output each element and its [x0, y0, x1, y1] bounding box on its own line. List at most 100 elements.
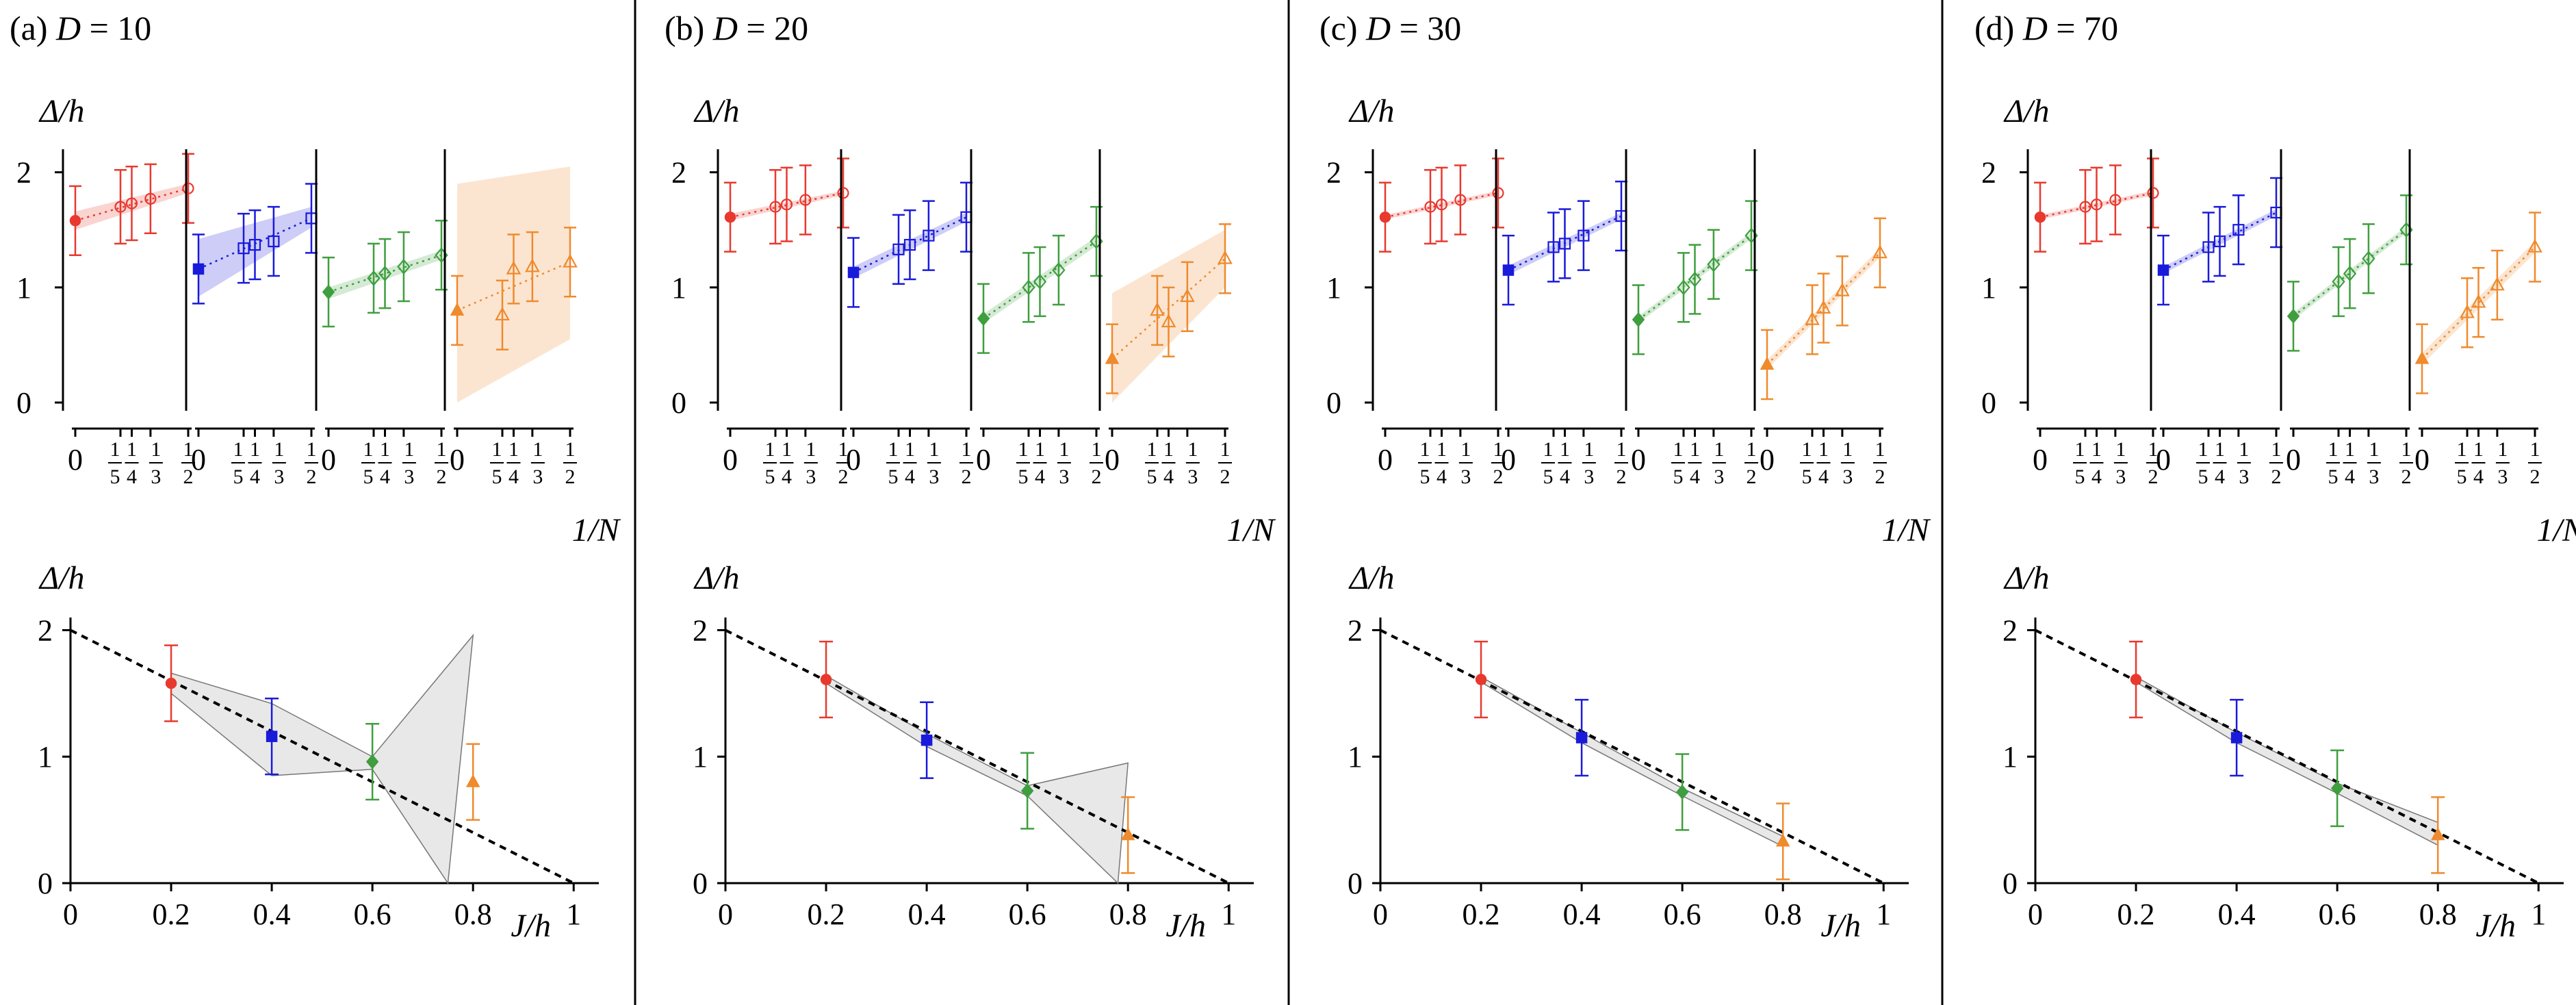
bottom-xtick-label: 0.6 — [1009, 898, 1046, 931]
extrapolated-marker — [1502, 264, 1515, 276]
extrapolated-marker — [2414, 351, 2430, 364]
top-xtick-label: 0 — [2033, 443, 2048, 476]
data-marker — [2343, 266, 2357, 282]
bottom-ytick-label: 0 — [38, 867, 53, 900]
top-xtick-numerator: 1 — [1059, 438, 1069, 461]
bottom-xtick-label: 0.8 — [2419, 898, 2457, 931]
top-xtick-numerator: 1 — [1818, 438, 1829, 461]
bottom-xtick-label: 0.6 — [354, 898, 391, 931]
top-xtick-denominator: 2 — [1875, 466, 1885, 488]
top-xtick-denominator: 2 — [183, 466, 194, 488]
extrapolated-marker — [847, 266, 860, 279]
top-xtick-numerator: 1 — [2115, 438, 2126, 461]
top-xtick-numerator: 1 — [2473, 438, 2484, 461]
data-marker — [2460, 304, 2475, 318]
top-xtick-denominator: 4 — [2091, 466, 2102, 488]
top-xtick-label: 0 — [723, 443, 738, 476]
data-marker — [525, 258, 540, 272]
data-marker — [837, 187, 849, 199]
data-marker — [1547, 241, 1560, 253]
top-xtick-numerator: 1 — [2215, 438, 2225, 461]
extrapolated-marker — [2287, 308, 2300, 324]
data-marker — [2332, 273, 2345, 290]
panel-d: (d) D = 70Δ/h0121/N015141312015141312015… — [1974, 9, 2576, 944]
data-marker — [397, 259, 411, 275]
data-marker — [1805, 311, 1820, 325]
top-xtick-denominator: 4 — [905, 466, 915, 488]
panel-title-value: = 30 — [1391, 9, 1461, 47]
data-marker — [506, 260, 521, 275]
top-xtick-numerator: 1 — [1493, 438, 1504, 461]
data-marker — [1872, 244, 1888, 259]
top-xtick-denominator: 4 — [782, 466, 792, 488]
top-xtick-denominator: 3 — [151, 466, 161, 488]
fit-line — [1766, 252, 1881, 366]
gap-marker — [465, 774, 480, 787]
data-marker — [2490, 277, 2505, 291]
top-xtick-denominator: 4 — [1690, 466, 1700, 488]
top-xtick-denominator: 5 — [765, 466, 775, 488]
gap-marker — [266, 730, 278, 742]
top-xtick-denominator: 3 — [2239, 466, 2249, 488]
data-marker — [1707, 256, 1721, 272]
data-marker — [248, 238, 261, 251]
top-xtick-numerator: 1 — [2239, 438, 2249, 461]
gap-marker — [1020, 783, 1034, 799]
data-marker — [1424, 201, 1437, 213]
bottom-xtick-label: 0 — [718, 898, 733, 931]
top-xtick-denominator: 5 — [233, 466, 244, 488]
data-marker — [1816, 300, 1831, 314]
top-xtick-denominator: 5 — [2328, 466, 2339, 488]
bottom-band — [825, 674, 1129, 885]
top-xtick-label: 0 — [321, 443, 336, 476]
top-xtick-numerator: 1 — [929, 438, 939, 461]
bottom-xtick-label: 1 — [1876, 898, 1891, 931]
panel-title-prefix: (b) — [665, 9, 713, 47]
bottom-xtick-label: 0 — [2028, 898, 2043, 931]
top-xtick-numerator: 1 — [1802, 438, 1812, 461]
bottom-xtick-label: 0.8 — [1764, 898, 1802, 931]
top-xtick-denominator: 3 — [1059, 466, 1069, 488]
top-xtick-numerator: 1 — [2497, 438, 2508, 461]
top-xtick-numerator: 1 — [765, 438, 775, 461]
top-xtick-denominator: 3 — [929, 466, 939, 488]
data-marker — [1688, 271, 1702, 288]
gap-marker — [1675, 785, 1689, 800]
top-xtick-denominator: 4 — [1035, 466, 1045, 488]
gap-marker — [1475, 674, 1487, 685]
panel-title: (c) D = 30 — [1319, 9, 1461, 47]
bottom-plot: Δ/h 0 1 2 0 0.2 0.4 0.6 0.8 1 J/h — [2002, 560, 2564, 944]
data-marker — [268, 235, 280, 248]
top-xtick-label: 0 — [1760, 443, 1775, 476]
top-xtick-numerator: 1 — [2271, 438, 2282, 461]
extrapolated-marker — [69, 215, 81, 227]
top-xtick-denominator: 5 — [2457, 466, 2467, 488]
data-marker — [2213, 235, 2226, 248]
bottom-ytick-label: 2 — [693, 613, 708, 647]
bottom-xtick-label: 0.4 — [908, 898, 946, 931]
bottom-xtick-label: 0.2 — [2117, 898, 2155, 931]
bottom-plot: Δ/h 0 1 2 0 0.2 0.4 0.6 0.8 1 J/h — [693, 560, 1254, 944]
panel-title-prefix: (a) — [10, 9, 56, 47]
top-xtick-numerator: 1 — [1690, 438, 1700, 461]
top-xtick-denominator: 4 — [380, 466, 390, 488]
extrapolated-marker — [1105, 351, 1120, 364]
top-xtick-denominator: 5 — [1802, 466, 1812, 488]
bottom-ytick-label: 2 — [2002, 613, 2018, 647]
top-xtick-numerator: 1 — [492, 438, 502, 461]
fit-line — [2421, 246, 2536, 359]
bottom-xtick-label: 1 — [566, 898, 581, 931]
gap-marker — [2330, 780, 2344, 796]
data-marker — [1218, 250, 1233, 264]
top-ytick-label: 0 — [1326, 386, 1341, 420]
top-xlabel: 1/N — [1227, 512, 1276, 548]
top-xlabel: 1/N — [572, 512, 621, 548]
top-xtick-label: 0 — [68, 443, 83, 476]
data-marker — [769, 201, 782, 213]
top-xtick-numerator: 1 — [806, 438, 816, 461]
data-marker — [378, 266, 392, 282]
